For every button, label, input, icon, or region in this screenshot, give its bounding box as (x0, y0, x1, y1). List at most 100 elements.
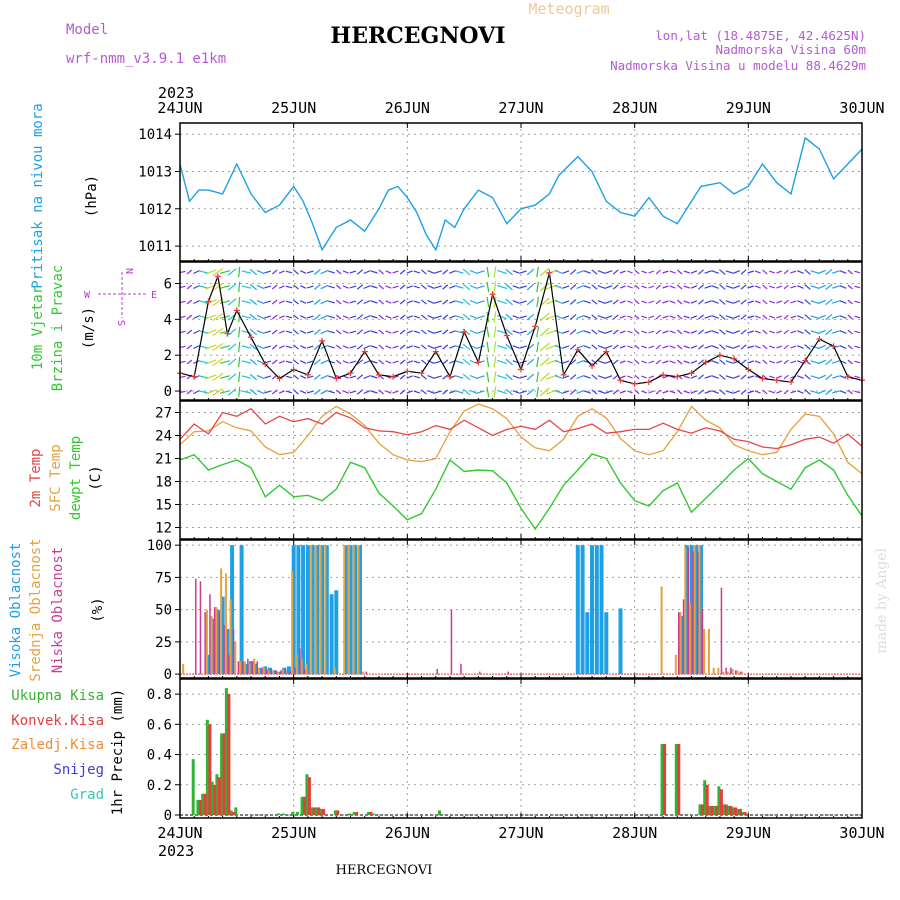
wind-arrow (313, 299, 321, 305)
wind-arrow (193, 329, 200, 335)
x-tick-label-bottom: 30JUN (839, 824, 884, 842)
wind-arrow (539, 372, 550, 382)
precip-bar-convective (232, 812, 236, 815)
credit: made by Angel (874, 547, 890, 653)
wind-arrow (378, 314, 384, 320)
wind-arrow (285, 315, 293, 319)
wind-arrow (278, 300, 285, 304)
wind-arrow (776, 360, 783, 364)
precip-bar-total (717, 786, 721, 815)
wind-arrow (497, 359, 507, 365)
wind-arrow (256, 299, 265, 305)
wind-arrow (619, 330, 626, 334)
cloud-bar-mid (679, 612, 682, 675)
wind-gust-mark (191, 373, 198, 380)
wind-arrow (476, 375, 485, 379)
wind-arrow (847, 314, 853, 320)
wind-arrow (198, 270, 209, 274)
wind-arrow (421, 389, 427, 395)
wind-arrow (825, 388, 833, 396)
wind-arrow (212, 342, 224, 352)
wind-arrow (186, 359, 193, 365)
wind-arrow (776, 375, 783, 379)
wind-arrow (583, 285, 591, 289)
wind-arrow (825, 298, 833, 306)
cloud-unit: (%) (90, 597, 106, 622)
wind-arrow (328, 315, 335, 319)
precip-bar-total (660, 744, 664, 815)
wind-arrow (539, 342, 550, 352)
cloud-bar-high (680, 616, 684, 675)
wind-arrow (505, 313, 513, 321)
wind-arrow (342, 270, 349, 274)
wind-arrow (227, 388, 237, 396)
cloud-bar-high (258, 667, 263, 675)
precip-label-total: Ukupna Kisa (11, 688, 104, 704)
wind-gust-mark (716, 352, 723, 359)
wind-arrow (370, 300, 378, 304)
wind-arrow (554, 329, 564, 335)
wind-arrow (427, 285, 435, 289)
wind-arrow (300, 300, 307, 304)
wind-arrow (725, 375, 734, 379)
precip-bar-convective (734, 807, 738, 815)
cloud-bar-high (343, 545, 348, 675)
wind-arrow (193, 284, 200, 290)
wind-arrow (627, 375, 633, 379)
wind-arrow (519, 315, 527, 319)
wind-arrow (264, 345, 272, 349)
wind-arrow (198, 300, 209, 304)
wind-arrow (241, 285, 252, 289)
wind-arrow (612, 344, 619, 350)
precip-bar-total (707, 805, 711, 815)
wind-arrow (769, 360, 775, 364)
wind-arrow (336, 284, 342, 290)
wind-arrow (406, 390, 413, 394)
cloud-bar-high (604, 612, 609, 675)
wind-arrow (854, 345, 861, 349)
wind-arrow (271, 269, 278, 275)
wind-arrow (241, 360, 252, 364)
wind-arrow (406, 345, 413, 349)
wind-arrow (719, 359, 726, 365)
wind-arrow (342, 300, 349, 304)
year-bottom: 2023 (158, 842, 194, 860)
wind-arrow (212, 312, 224, 322)
cloud-bar-low (242, 661, 244, 675)
precip-bar-total (201, 793, 205, 815)
cloud-bar-low (701, 609, 704, 675)
wind-arrow (719, 314, 726, 320)
wind-arrow (421, 314, 427, 320)
wind-arrow (293, 374, 299, 380)
precip-bar-convective (719, 789, 723, 815)
y-tick-label: 6 (164, 277, 172, 293)
wind-arrow (370, 285, 378, 289)
wind-arrow (493, 341, 497, 353)
wind-arrow (385, 315, 392, 319)
wind-unit: (m/s) (81, 307, 97, 349)
wind-arrow (690, 390, 698, 394)
wind-arrow (554, 269, 564, 275)
wind-arrow (810, 300, 819, 304)
wind-arrow (783, 389, 789, 395)
wind-arrow (583, 390, 591, 394)
wind-arrow (486, 266, 490, 278)
wind-arrow (854, 300, 861, 304)
wind-arrow (698, 374, 704, 380)
wind-arrow (363, 269, 371, 275)
cloud-bar-mid (229, 599, 232, 675)
wind-arrow (619, 315, 626, 319)
wind-arrow (634, 299, 640, 305)
precip-bar-convective (322, 808, 326, 815)
wind-arrow (320, 269, 329, 275)
wind-arrow (300, 345, 307, 349)
wind-arrow (469, 314, 478, 320)
wind-arrow (732, 315, 741, 319)
wind-arrow (539, 267, 550, 277)
precip-bar-convective (724, 804, 728, 815)
wind-arrow (313, 374, 321, 380)
wind-arrow (762, 299, 768, 305)
wind-arrow (676, 299, 683, 305)
wind-gust-mark (844, 373, 851, 380)
model-value: wrf-nmm_v3.9.1 e1km (66, 51, 226, 67)
